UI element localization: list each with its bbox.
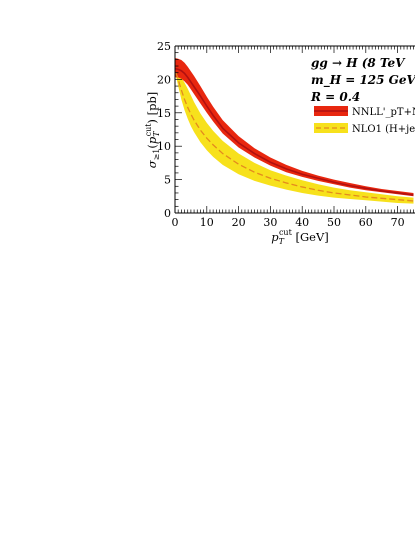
y-tick-label: 10 xyxy=(157,140,171,153)
x-tick-label: 40 xyxy=(295,216,309,229)
x-tick-label: 10 xyxy=(200,216,214,229)
x-tick-label: 20 xyxy=(232,216,246,229)
y-axis-title: σ≥1(pTcut) [pb] xyxy=(144,92,161,169)
ticks xyxy=(174,45,414,214)
tick-labels: 0 10 20 30 40 50 60 70 0 5 10 15 20 25 xyxy=(157,40,405,229)
legend: NNLL'_pT+NNLO NLO1 (H+jet) xyxy=(314,106,415,135)
x-tick-label: 0 xyxy=(172,216,179,229)
y-tick-label: 20 xyxy=(157,73,171,86)
x-axis-title: pTcut [GeV] xyxy=(271,228,329,246)
annotation-process: gg → H (8 TeV xyxy=(311,56,406,70)
x-tick-label: 60 xyxy=(359,216,373,229)
x-tick-label: 70 xyxy=(391,216,405,229)
legend-label-nnll: NNLL'_pT+NNLO xyxy=(352,107,415,118)
y-tick-label: 15 xyxy=(157,107,171,120)
series-layer xyxy=(175,58,414,204)
series-line-0 xyxy=(175,67,414,196)
annotation-higgs-mass: m_H = 125 GeV xyxy=(311,73,415,88)
y-tick-label: 25 xyxy=(157,40,171,53)
series-band-1 xyxy=(175,69,414,204)
x-tick-label: 50 xyxy=(327,216,341,229)
legend-label-nlo: NLO1 (H+jet) xyxy=(352,124,415,135)
x-tick-label: 30 xyxy=(263,216,277,229)
y-tick-label: 0 xyxy=(164,207,171,220)
series-line-1 xyxy=(175,72,414,202)
annotation-radius: R = 0.4 xyxy=(310,90,360,104)
legend-swatch-nlo xyxy=(314,123,348,133)
y-tick-label: 5 xyxy=(164,174,171,187)
